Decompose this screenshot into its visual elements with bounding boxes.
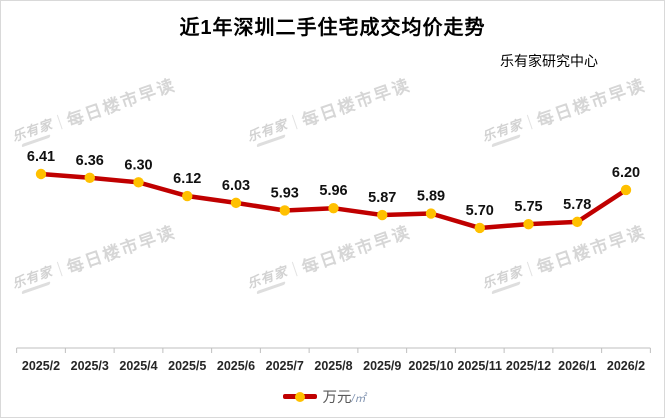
- data-point-value-label: 6.36: [76, 153, 104, 169]
- x-axis-category-label: 2025/6: [217, 359, 255, 373]
- data-point-value-label: 6.12: [173, 171, 201, 187]
- data-point-marker: [279, 205, 290, 216]
- data-point-marker: [182, 190, 193, 202]
- x-axis-category-label: 2025/4: [119, 359, 157, 373]
- data-point-value-label: 5.93: [271, 185, 299, 201]
- x-axis-category-label: 2025/11: [458, 359, 503, 373]
- x-axis-category-label: 2025/7: [266, 359, 304, 373]
- legend-dot-icon: [295, 391, 306, 402]
- x-axis-category-label: 2025/10: [408, 359, 453, 373]
- data-point-value-label: 5.78: [563, 197, 591, 213]
- data-point-marker: [425, 208, 437, 219]
- data-point-value-label: 6.03: [222, 178, 250, 194]
- x-axis-category-label: 2025/3: [71, 359, 109, 373]
- data-point-value-label: 5.70: [466, 203, 494, 219]
- data-point-value-label: 5.75: [514, 199, 542, 215]
- data-point-value-label: 6.41: [27, 149, 55, 165]
- data-point-marker: [572, 216, 583, 228]
- data-point-marker: [620, 184, 632, 196]
- x-axis-category-label: 2025/9: [363, 359, 401, 373]
- data-point-marker: [474, 222, 485, 234]
- data-point-marker: [377, 209, 388, 221]
- x-axis-category-label: 2025/5: [168, 359, 206, 373]
- data-point-value-label: 6.20: [612, 165, 640, 181]
- data-point-marker: [35, 168, 47, 180]
- chart-legend: 万元/㎡: [1, 386, 656, 407]
- x-axis-category-label: 2025/8: [314, 359, 352, 373]
- data-point-marker: [523, 218, 534, 230]
- x-axis-category-label: 2025/12: [506, 359, 551, 373]
- legend-unit-label: /㎡: [351, 393, 366, 405]
- chart-source-label: 乐有家研究中心: [500, 53, 598, 69]
- data-point-marker: [84, 172, 95, 183]
- data-point-marker: [230, 197, 242, 209]
- legend-line-marker: [283, 391, 318, 402]
- chart-title: 近1年深圳二手住宅成交均价走势: [179, 17, 486, 39]
- data-point-value-label: 5.89: [417, 189, 445, 205]
- data-point-value-label: 6.30: [124, 157, 152, 173]
- data-point-value-label: 5.96: [319, 183, 347, 199]
- x-axis-category-label: 2025/2: [22, 359, 60, 373]
- legend-series-label: 万元: [322, 390, 352, 406]
- data-point-value-label: 5.87: [368, 190, 396, 206]
- data-point-marker: [133, 177, 144, 188]
- x-axis-category-label: 2026/2: [607, 359, 645, 373]
- data-point-marker: [328, 203, 339, 214]
- x-axis-category-label: 2026/1: [558, 359, 596, 373]
